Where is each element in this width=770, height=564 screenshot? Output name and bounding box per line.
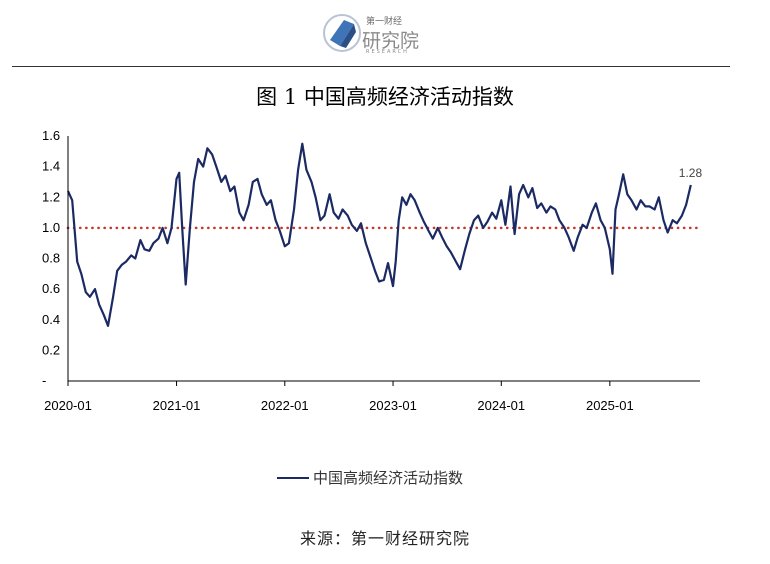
y-tick-label-3: 0.6 [42, 281, 60, 296]
x-tick-label-4: 2024-01 [477, 398, 525, 413]
y-tick-label-1: 0.2 [42, 342, 60, 357]
last-value-label: 1.28 [679, 166, 703, 180]
x-tick-label-3: 2023-01 [369, 398, 417, 413]
x-axis-ticks: 2020-01 2021-01 2022-01 2023-01 2024-01 2025-… [44, 381, 634, 413]
y-axis-ticks: - 0.2 0.4 0.6 0.8 1.0 1.2 1.4 1.6 [42, 128, 60, 388]
series-line [66, 142, 692, 327]
logo-mark-icon [323, 14, 361, 52]
logo-top-text: 第一财经 [366, 17, 403, 27]
x-tick-label-0: 2020-01 [44, 398, 92, 413]
header-divider [12, 66, 730, 67]
y-tick-label-5: 1.0 [42, 220, 60, 235]
x-tick-label-5: 2025-01 [586, 398, 634, 413]
legend-swatch [277, 477, 309, 479]
legend-label: 中国高频经济活动指数 [313, 469, 464, 487]
logo-sub-text: RESEARCH [366, 49, 409, 55]
y-tick-label-2: 0.4 [42, 312, 60, 327]
y-tick-label-4: 0.8 [42, 251, 60, 266]
y-tick-label-0: - [42, 373, 46, 388]
source-note: 来源：第一财经研究院 [299, 529, 470, 548]
y-tick-label-8: 1.6 [42, 128, 60, 143]
y-tick-label-7: 1.4 [42, 159, 60, 174]
x-tick-label-1: 2021-01 [153, 398, 201, 413]
logo-main-text: 研究院 [362, 30, 420, 52]
research-institute-logo: 第一财经 研究院 RESEARCH [322, 10, 422, 56]
x-tick-label-2: 2022-01 [261, 398, 309, 413]
y-tick-label-6: 1.2 [42, 189, 60, 204]
chart-title: 图 1 中国高频经济活动指数 [256, 85, 514, 109]
